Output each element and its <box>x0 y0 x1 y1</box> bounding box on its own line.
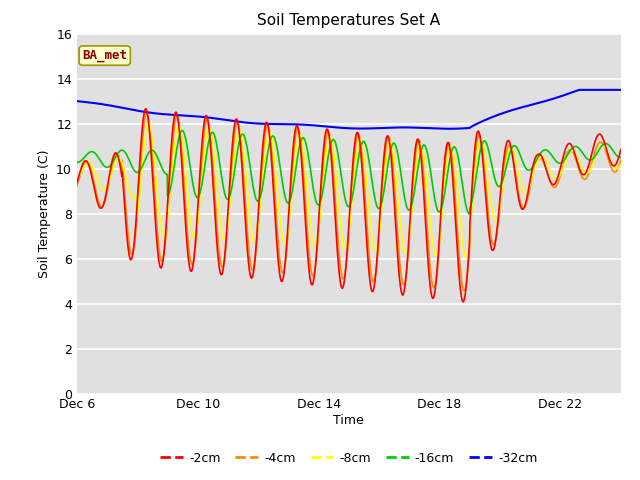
Legend: -2cm, -4cm, -8cm, -16cm, -32cm: -2cm, -4cm, -8cm, -16cm, -32cm <box>156 447 542 469</box>
Y-axis label: Soil Temperature (C): Soil Temperature (C) <box>38 149 51 278</box>
Text: BA_met: BA_met <box>82 49 127 62</box>
Title: Soil Temperatures Set A: Soil Temperatures Set A <box>257 13 440 28</box>
X-axis label: Time: Time <box>333 414 364 427</box>
